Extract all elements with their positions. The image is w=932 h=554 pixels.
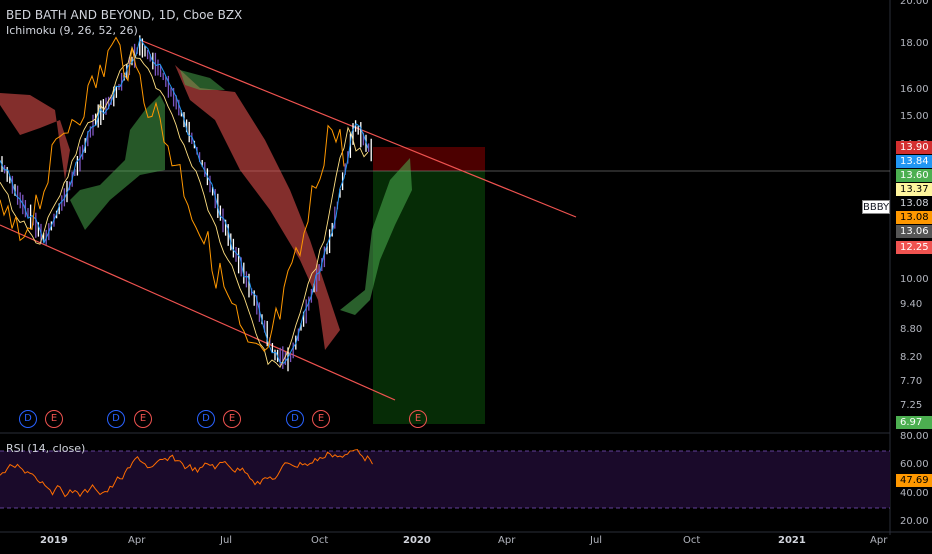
price-axis-label: 18.00 — [900, 38, 929, 49]
stop-zone — [373, 147, 485, 171]
dividend-marker[interactable]: D — [107, 410, 125, 428]
price-axis-label: 7.25 — [900, 400, 923, 411]
price-axis-label: 16.00 — [900, 84, 929, 95]
price-badge: 13.06 — [896, 225, 932, 238]
dividend-marker[interactable]: D — [286, 410, 304, 428]
time-axis-label: Jul — [220, 535, 233, 546]
dividend-marker[interactable]: D — [19, 410, 37, 428]
time-axis-label: Apr — [498, 535, 516, 546]
kijun-line — [0, 45, 369, 369]
time-axis-label: 2019 — [40, 535, 68, 546]
time-axis-label: Jul — [590, 535, 603, 546]
earnings-marker[interactable]: E — [223, 410, 241, 428]
price-axis-label: 8.20 — [900, 352, 923, 363]
price-badge: 13.08 — [896, 197, 932, 210]
cloud-green-3 — [340, 158, 412, 315]
price-axis-label: 10.00 — [900, 274, 929, 285]
rsi-line — [0, 449, 373, 498]
rsi-axis-label: 40.00 — [900, 488, 929, 499]
earnings-marker[interactable]: E — [312, 410, 330, 428]
tenkan-line — [0, 36, 369, 364]
price-axis-label: 8.80 — [900, 324, 923, 335]
time-axis-label: 2021 — [778, 535, 806, 546]
rsi-value-badge: 47.69 — [896, 474, 932, 487]
rsi-zone — [0, 451, 890, 508]
cloud-green-1 — [70, 95, 165, 230]
earnings-marker[interactable]: E — [45, 410, 63, 428]
rsi-axis-label: 60.00 — [900, 459, 929, 470]
price-axis-label: 7.70 — [900, 376, 923, 387]
cloud-red-1 — [0, 93, 70, 180]
chart-title: BED BATH AND BEYOND, 1D, Cboe BZX — [6, 8, 243, 22]
price-badge: 6.97 — [896, 416, 932, 429]
ichimoku-legend[interactable]: Ichimoku (9, 26, 52, 26) — [6, 24, 138, 37]
price-axis-label: 20.00 — [900, 0, 929, 7]
lagging-span — [0, 36, 345, 352]
price-axis-label: 9.40 — [900, 299, 923, 310]
time-axis-label: Apr — [128, 535, 146, 546]
earnings-marker[interactable]: E — [134, 410, 152, 428]
rsi-axis-label: 80.00 — [900, 431, 929, 442]
symbol-badge: BBBY — [862, 200, 890, 214]
price-axis-label: 15.00 — [900, 111, 929, 122]
cloud-red-2 — [175, 65, 340, 350]
rsi-axis-label: 20.00 — [900, 516, 929, 527]
price-badge: 13.90 — [896, 141, 932, 154]
dividend-marker[interactable]: D — [197, 410, 215, 428]
time-axis-label: 2020 — [403, 535, 431, 546]
price-badge: 13.37 — [896, 183, 932, 196]
price-badge: 13.08 — [896, 211, 932, 224]
time-axis-label: Oct — [311, 535, 329, 546]
price-badge: 13.84 — [896, 155, 932, 168]
price-badge: 12.25 — [896, 241, 932, 254]
time-axis-label: Apr — [870, 535, 888, 546]
earnings-marker[interactable]: E — [409, 410, 427, 428]
price-badge: 13.60 — [896, 169, 932, 182]
time-axis-label: Oct — [683, 535, 701, 546]
cloud-green-2 — [180, 70, 225, 90]
rsi-legend[interactable]: RSI (14, close) — [6, 442, 86, 455]
trend-lower — [0, 224, 396, 401]
